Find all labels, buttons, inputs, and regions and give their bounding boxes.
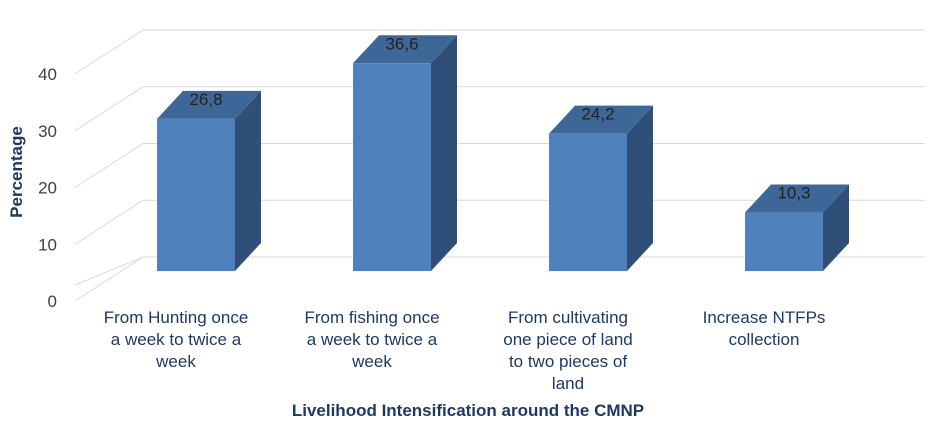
bar-front <box>157 118 235 271</box>
x-axis-title: Livelihood Intensification around the CM… <box>292 401 644 420</box>
category-label: From cultivating one piece of land to two … <box>503 308 633 393</box>
gridlines <box>74 29 925 302</box>
data-label: 10,3 <box>777 184 810 203</box>
data-labels: 26,8 36,6 24,2 10,3 <box>189 34 810 202</box>
category-label: From fishing once a week to twice a week <box>304 308 439 371</box>
category-label-line: a week to twice a <box>307 330 438 349</box>
data-label: 24,2 <box>581 105 614 124</box>
bar-top <box>353 35 457 64</box>
category-label-line: land <box>552 374 584 393</box>
data-label: 26,8 <box>189 90 222 109</box>
category-label: Increase NTFPs collection <box>703 308 826 349</box>
bar-front <box>353 63 431 271</box>
gridline <box>74 86 925 132</box>
category-label: From Hunting once a week to twice a week <box>104 308 249 371</box>
bar <box>157 90 261 271</box>
category-labels: From Hunting once a week to twice a weekFr… <box>104 308 826 393</box>
bars <box>157 35 849 271</box>
y-axis-ticks: 0 10 20 30 40 <box>38 65 57 311</box>
data-label: 36,6 <box>385 34 418 53</box>
y-tick-label: 20 <box>38 179 57 198</box>
bar-top <box>745 184 849 213</box>
category-label-line: to two pieces of <box>509 352 627 371</box>
bar-top <box>157 90 261 119</box>
category-label-line: From Hunting once <box>104 308 249 327</box>
bar <box>745 184 849 271</box>
bar <box>549 105 653 271</box>
category-label-line: From fishing once <box>304 308 439 327</box>
gridline <box>74 143 925 188</box>
gridline <box>74 29 925 75</box>
bar-front <box>549 133 627 271</box>
y-axis-title: Percentage <box>7 126 26 218</box>
bar-side <box>823 184 849 271</box>
bar <box>353 35 457 271</box>
bar-top <box>549 105 653 134</box>
y-tick-label: 10 <box>38 235 57 254</box>
y-tick-label: 30 <box>38 122 57 141</box>
category-label-line: one piece of land <box>503 330 633 349</box>
bar-front <box>745 212 823 271</box>
bar-side <box>627 105 653 271</box>
bar-side <box>431 35 457 271</box>
category-label-line: a week to twice a <box>111 330 242 349</box>
gridline <box>74 199 925 245</box>
bar-side <box>235 90 261 271</box>
category-label-line: Increase NTFPs <box>703 308 826 327</box>
category-label-line: From cultivating <box>508 308 628 327</box>
category-label-line: week <box>351 352 392 371</box>
floor-edge <box>74 256 144 286</box>
y-tick-label: 40 <box>38 65 57 84</box>
category-label-line: collection <box>729 330 800 349</box>
y-tick-label: 0 <box>48 292 57 311</box>
category-label-line: week <box>155 352 196 371</box>
